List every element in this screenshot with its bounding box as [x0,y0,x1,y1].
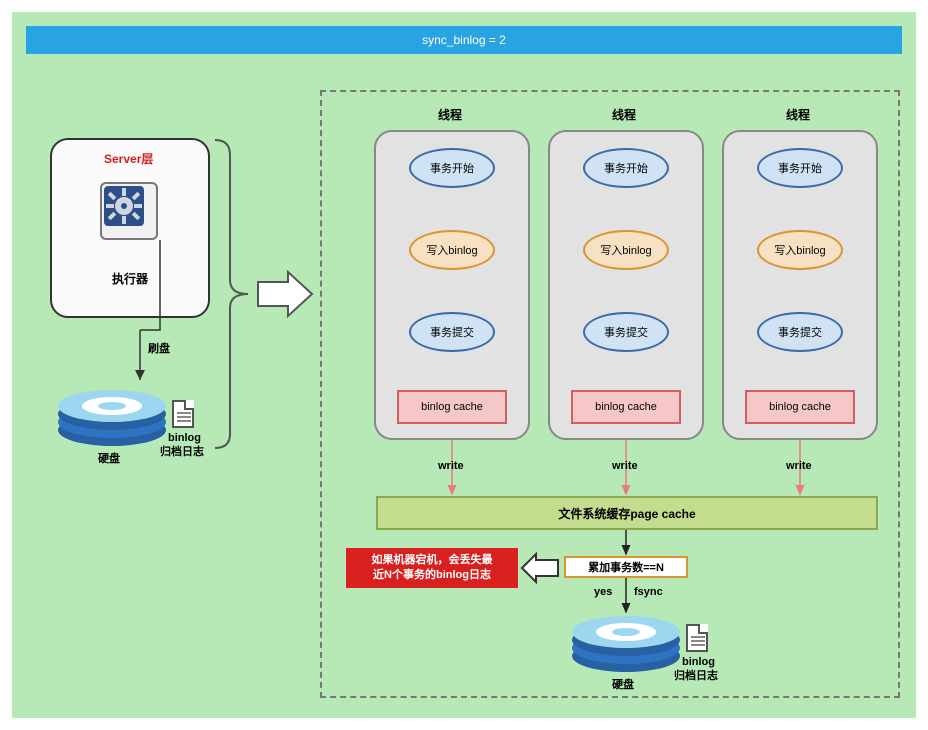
node-cache-3-text: binlog cache [769,401,831,413]
decision-text: 累加事务数==N [588,559,664,575]
disk-label-2: 硬盘 [612,676,634,692]
disk-label-1: 硬盘 [98,450,120,466]
node-cache-2-text: binlog cache [595,401,657,413]
binlog-label-2b: 归档日志 [674,670,718,683]
gear-icon-box [100,182,158,240]
node-cache-2: binlog cache [571,390,681,424]
banner-title: sync_binlog = 2 [26,26,902,54]
node-commit-1-text: 事务提交 [430,324,474,340]
file-system-cache-text: 文件系统缓存page cache [558,505,695,522]
node-commit-1: 事务提交 [409,312,495,352]
node-write-2-text: 写入binlog [600,242,651,258]
binlog-label-1b: 归档日志 [160,446,204,459]
executor-label: 执行器 [112,270,148,287]
warning-box: 如果机器宕机，会丢失最 近N个事务的binlog日志 [346,548,518,588]
node-start-1: 事务开始 [409,148,495,188]
node-write-1-text: 写入binlog [426,242,477,258]
binlog-label-2a: binlog [682,656,715,669]
flush-label: 刷盘 [148,340,170,356]
node-write-3-text: 写入binlog [774,242,825,258]
thread-title-1: 线程 [438,106,462,123]
node-write-1: 写入binlog [409,230,495,270]
file-system-cache-node: 文件系统缓存page cache [376,496,878,530]
binlog-label-1a: binlog [168,432,201,445]
node-write-3: 写入binlog [757,230,843,270]
node-start-2: 事务开始 [583,148,669,188]
node-start-2-text: 事务开始 [604,160,648,176]
node-start-3-text: 事务开始 [778,160,822,176]
node-cache-3: binlog cache [745,390,855,424]
node-start-3: 事务开始 [757,148,843,188]
thread-title-2: 线程 [612,106,636,123]
fsync-label: fsync [634,586,663,598]
write-label-2: write [612,460,638,472]
write-label-3: write [786,460,812,472]
decision-node: 累加事务数==N [564,556,688,578]
write-label-1: write [438,460,464,472]
doc-icon-1 [172,400,194,428]
node-commit-3: 事务提交 [757,312,843,352]
node-commit-2-text: 事务提交 [604,324,648,340]
warning-line2: 近N个事务的binlog日志 [373,568,491,583]
node-cache-1-text: binlog cache [421,401,483,413]
diagram-canvas: sync_binlog = 2 Server层 [0,0,928,730]
yes-label: yes [594,586,612,598]
server-layer-box: Server层 执行器 [50,138,210,318]
node-cache-1: binlog cache [397,390,507,424]
server-layer-title: Server层 [104,150,153,167]
node-commit-3-text: 事务提交 [778,324,822,340]
doc-icon-2 [686,624,708,652]
thread-title-3: 线程 [786,106,810,123]
node-write-2: 写入binlog [583,230,669,270]
gear-icon [102,184,146,228]
node-start-1-text: 事务开始 [430,160,474,176]
warning-line1: 如果机器宕机，会丢失最 [372,553,493,568]
node-commit-2: 事务提交 [583,312,669,352]
